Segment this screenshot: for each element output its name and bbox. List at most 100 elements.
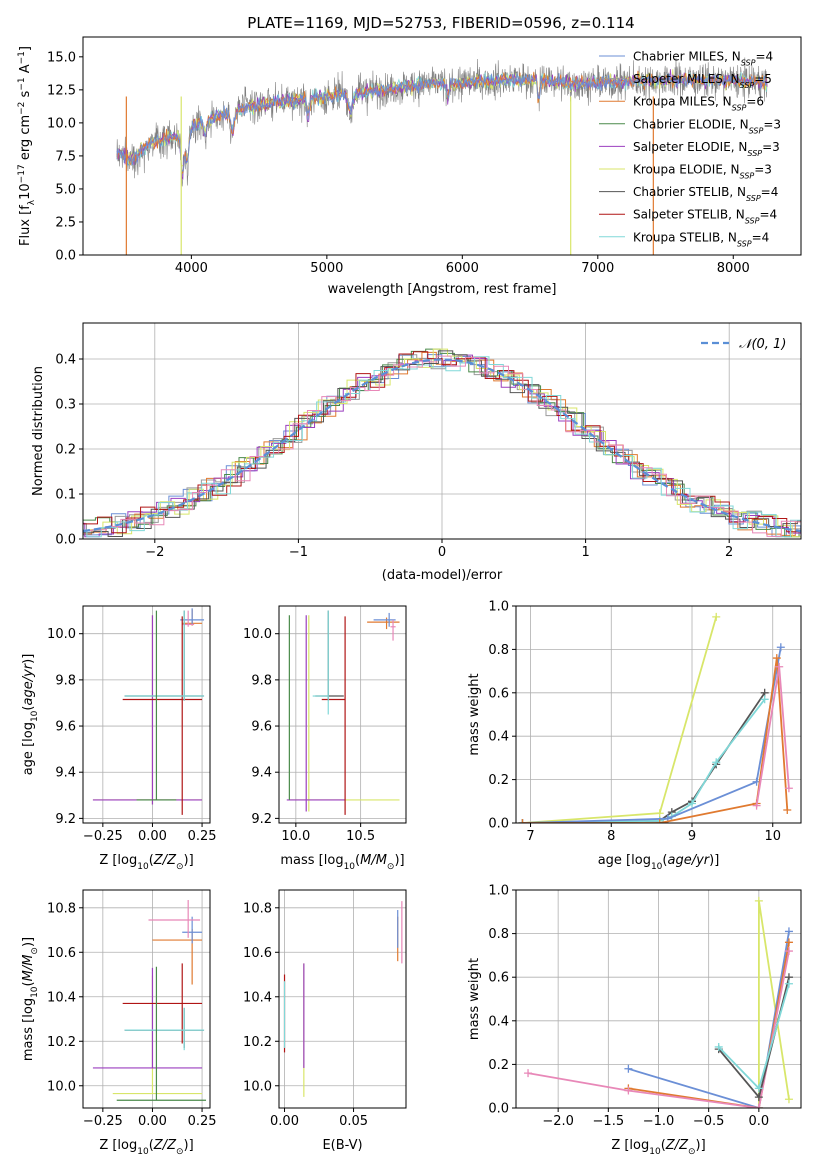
label-part: =4 bbox=[755, 50, 773, 64]
legend-entry: Kroupa STELIB, NSSP=4 bbox=[633, 230, 769, 248]
plot-area bbox=[83, 323, 801, 539]
y-tick-label: 5.0 bbox=[55, 182, 76, 197]
x-tick-label: 5000 bbox=[310, 261, 343, 276]
legend-entry: Chabrier ELODIE, NSSP=3 bbox=[633, 117, 781, 135]
label-part: λ bbox=[27, 199, 37, 205]
label-part: Z [log bbox=[611, 1138, 649, 1153]
series-line bbox=[527, 950, 790, 1108]
label-part: Kroupa STELIB, N bbox=[633, 230, 737, 244]
label-part: ( bbox=[662, 853, 667, 868]
plot-area bbox=[516, 890, 801, 1108]
label-part: SSP bbox=[740, 81, 755, 90]
y-tick-label: 9.6 bbox=[251, 720, 272, 735]
label-part: =4 bbox=[752, 230, 770, 244]
data-point bbox=[784, 938, 793, 947]
data-point bbox=[784, 979, 793, 988]
y-tick-label: 0.6 bbox=[488, 686, 509, 701]
x-tick-label: −0.25 bbox=[83, 829, 123, 844]
y-tick-label: 9.4 bbox=[55, 766, 76, 781]
label-part: =3 bbox=[763, 117, 781, 131]
label-part: ⊙ bbox=[30, 947, 40, 955]
y-tick-label: 7.5 bbox=[55, 149, 76, 164]
y-tick-label: 1.0 bbox=[488, 884, 509, 899]
label-part: ( bbox=[21, 706, 36, 711]
x-tick-label: 0.0 bbox=[749, 1114, 770, 1129]
label-part: ⊙ bbox=[176, 1147, 184, 1157]
y-axis-label: age [log10(age/yr)] bbox=[21, 654, 40, 776]
x-tick-label: 1 bbox=[581, 545, 589, 560]
x-tick-label: 7000 bbox=[581, 261, 614, 276]
figure-title: PLATE=1169, MJD=52753, FIBERID=0596, z=0… bbox=[247, 14, 634, 32]
y-tick-label: 15.0 bbox=[47, 50, 76, 65]
y-tick-label: 10.0 bbox=[243, 1079, 272, 1094]
label-part: 10 bbox=[137, 1147, 149, 1157]
plot-area bbox=[279, 890, 406, 1108]
series-line bbox=[628, 942, 790, 1108]
data-point bbox=[754, 1093, 763, 1102]
x-tick-label: 0.00 bbox=[138, 829, 167, 844]
series-line bbox=[522, 647, 782, 823]
axes-spectrum: 4000 5000 6000 7000 8000 0.0 2.5 5.0 7.5 10.0 12.5… bbox=[17, 36, 802, 297]
x-tick-label: 10 bbox=[764, 829, 781, 844]
label-part: )] bbox=[394, 853, 404, 868]
x-tick-label: 2 bbox=[725, 545, 733, 560]
x-axis-label: E(B-V) bbox=[322, 1138, 362, 1153]
legend-entry: 𝒩(0, 1) bbox=[739, 337, 786, 352]
label-part: ⊙ bbox=[176, 862, 184, 872]
x-tick-label: 0 bbox=[438, 545, 446, 560]
label-part: ⊙ bbox=[387, 862, 395, 872]
axes-frame bbox=[82, 322, 802, 540]
label-part: A bbox=[18, 64, 33, 77]
label-part: mass [log bbox=[21, 998, 36, 1061]
axes-frame bbox=[278, 889, 407, 1109]
x-tick-label: 7 bbox=[526, 829, 534, 844]
label-part: =3 bbox=[762, 140, 780, 154]
data-point bbox=[776, 643, 785, 652]
y-tick-label: 0.8 bbox=[488, 927, 509, 942]
label-part: mass weight bbox=[467, 673, 482, 755]
y-tick-label: 10.0 bbox=[47, 627, 76, 642]
label-part: SSP bbox=[740, 171, 755, 180]
y-tick-label: 0.4 bbox=[488, 730, 509, 745]
label-part: M/M bbox=[360, 853, 387, 868]
x-tick-label: 9 bbox=[688, 829, 696, 844]
data-point bbox=[624, 1086, 633, 1095]
residual-histogram bbox=[83, 354, 801, 538]
y-tick-label: 9.2 bbox=[251, 812, 272, 827]
y-axis-label: mass [log10(M/M⊙)] bbox=[21, 937, 40, 1061]
y-tick-label: 10.2 bbox=[243, 1035, 272, 1050]
x-axis-label: Z [log10(Z/Z⊙)] bbox=[99, 1138, 193, 1157]
residual-histogram bbox=[83, 351, 801, 534]
label-part: =4 bbox=[759, 208, 777, 222]
x-tick-label: 0.25 bbox=[188, 829, 217, 844]
y-tick-label: 0.8 bbox=[488, 643, 509, 658]
label-part: erg cm bbox=[18, 115, 33, 164]
axes-frame bbox=[515, 889, 802, 1109]
data-point bbox=[784, 784, 793, 793]
label-part: age/yr bbox=[667, 853, 710, 868]
x-tick-label: 0.05 bbox=[339, 1114, 368, 1129]
x-tick-label: 4000 bbox=[175, 261, 208, 276]
y-axis-label: mass weight bbox=[467, 958, 482, 1040]
plot-area bbox=[279, 606, 406, 823]
legend-entry: Salpeter STELIB, NSSP=4 bbox=[633, 208, 777, 226]
label-part: ( bbox=[149, 853, 154, 868]
y-axis-label: mass weight bbox=[467, 673, 482, 755]
label-part: Salpeter STELIB, N bbox=[633, 208, 745, 222]
axes-age_vs_mass: 10.0 10.5 9.2 9.4 9.6 9.8 10.0 mass [log10(M/M⊙… bbox=[243, 605, 407, 872]
label-part: age [log bbox=[598, 853, 651, 868]
legend-entry: Kroupa ELODIE, NSSP=3 bbox=[633, 163, 772, 181]
series-line bbox=[522, 657, 789, 823]
label-part: Chabrier STELIB, N bbox=[633, 185, 746, 199]
x-axis-label: wavelength [Angstrom, rest frame] bbox=[328, 282, 557, 297]
x-axis-label: Z [log10(Z/Z⊙)] bbox=[611, 1138, 705, 1157]
x-tick-label: 8 bbox=[607, 829, 615, 844]
residual-histogram bbox=[83, 356, 801, 538]
label-part: ( bbox=[661, 1138, 666, 1153]
data-point bbox=[518, 819, 527, 823]
label-part: )] bbox=[184, 853, 194, 868]
y-tick-label: 10.4 bbox=[47, 990, 76, 1005]
label-part: Kroupa MILES, N bbox=[633, 95, 732, 109]
